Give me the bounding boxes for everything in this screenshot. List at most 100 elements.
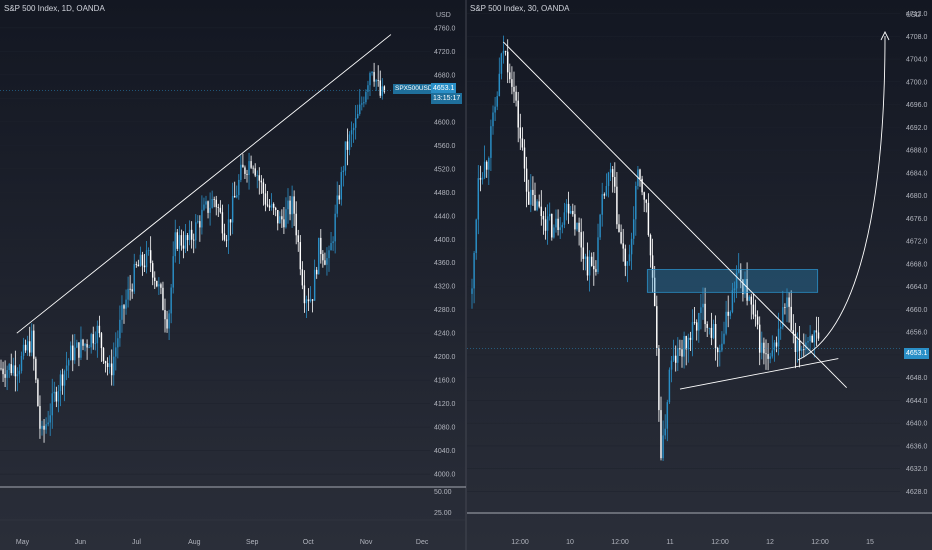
left-candle-body xyxy=(94,343,97,345)
left-candle-body xyxy=(72,345,74,361)
left-candle-body xyxy=(26,341,29,351)
left-candle-body xyxy=(55,391,58,402)
right-candle-body xyxy=(740,268,742,280)
time-axes[interactable]: May Jun Jul Aug Sep Oct Nov Dec 12:00 10 12:00 11 12… xyxy=(16,539,874,546)
left-candle-body xyxy=(318,237,320,275)
left-candle-body xyxy=(2,368,4,375)
left-candle-body xyxy=(211,199,213,208)
left-candle-body xyxy=(139,254,142,267)
left-candle-body xyxy=(227,219,230,241)
left-candle-body xyxy=(262,182,265,194)
left-price-tick-label: 4400.0 xyxy=(434,237,456,244)
right-time-tick-label: 15 xyxy=(866,539,874,546)
right-candle-body xyxy=(693,322,696,323)
right-candle-body xyxy=(605,186,608,196)
right-price-tick-label: 4668.0 xyxy=(906,261,928,268)
left-chart-title: S&P 500 Index, 1D, OANDA xyxy=(4,4,105,13)
left-candle-body xyxy=(147,250,150,252)
left-candle-body xyxy=(63,370,66,386)
right-candle-body xyxy=(641,178,643,193)
left-price-axis[interactable]: 4760.04720.04680.04640.04600.04560.04520… xyxy=(0,25,466,521)
drawings[interactable] xyxy=(0,30,900,390)
left-candle-body xyxy=(289,200,291,215)
left-candle-body xyxy=(65,365,68,371)
right-candle-body xyxy=(500,53,503,74)
right-price-tick-label: 4696.0 xyxy=(906,102,928,109)
left-candle-body xyxy=(238,179,240,196)
left-price-tick-label: 4120.0 xyxy=(434,401,456,408)
projection-arrow-head xyxy=(880,30,890,41)
left-time-tick-label: Jun xyxy=(75,539,86,546)
left-candle-body xyxy=(338,195,340,200)
right-candle-body xyxy=(716,348,719,353)
left-time-tick-label: May xyxy=(16,539,30,546)
left-candle-body xyxy=(102,348,105,362)
right-price-tick-label: 4632.0 xyxy=(906,466,928,473)
left-candle-body xyxy=(174,232,176,257)
right-candle-body xyxy=(784,307,786,308)
left-candle-body xyxy=(164,309,166,320)
right-candle-body xyxy=(731,290,734,312)
right-price-axis[interactable]: 4712.0 4708.0 4704.0 4700.0 4696.0 4692.0 4688… xyxy=(467,11,932,514)
right-candle-body xyxy=(683,336,685,357)
left-candle-body xyxy=(133,264,135,292)
left-candle-body xyxy=(256,175,258,177)
left-candle-body xyxy=(346,141,349,150)
left-candle-body xyxy=(28,341,31,353)
left-candle-body xyxy=(287,200,289,210)
left-candle-body xyxy=(149,250,152,264)
right-candle-body xyxy=(754,314,757,317)
right-time-tick-label: 12:00 xyxy=(511,539,529,546)
right-candle-body xyxy=(521,138,524,148)
right-candle-body xyxy=(628,254,631,262)
right-candle-body xyxy=(658,348,660,411)
right-candle-body xyxy=(538,201,540,207)
right-candle-body xyxy=(511,79,513,87)
right-candle-body xyxy=(483,161,486,178)
left-candle-body xyxy=(336,195,338,214)
left-candle-body xyxy=(117,338,119,348)
left-candle-body xyxy=(184,235,187,249)
symbol-tag[interactable]: SPX500USD xyxy=(393,84,435,94)
left-price-tick-label: 4320.0 xyxy=(434,284,456,291)
left-candle-body xyxy=(383,86,386,92)
left-osc-tick-label: 50.00 xyxy=(434,489,452,496)
right-candle-body xyxy=(477,178,480,220)
right-candle-body xyxy=(748,296,750,301)
right-candle-body xyxy=(735,272,738,289)
right-price-tick-label: 4672.0 xyxy=(906,239,928,246)
left-candle-body xyxy=(35,358,37,380)
right-candle-body xyxy=(544,219,547,231)
right-candle-body xyxy=(523,147,526,169)
left-candle-body xyxy=(342,170,345,173)
left-candle-body xyxy=(369,73,371,86)
left-candle-body xyxy=(10,364,12,374)
right-price-tick-label: 4712.0 xyxy=(906,11,928,18)
left-candle-body xyxy=(207,201,209,213)
left-candle-body xyxy=(74,347,76,361)
left-candle-body xyxy=(22,344,25,356)
left-candle-body xyxy=(297,235,299,243)
left-price-grid xyxy=(0,27,430,475)
right-candle-body xyxy=(626,261,629,266)
right-currency: USD xyxy=(906,12,921,19)
right-time-tick-label: 11 xyxy=(666,539,673,546)
right-candle-body xyxy=(616,186,618,225)
left-candle-body xyxy=(225,239,228,241)
left-candle-body xyxy=(203,204,205,210)
right-candle-body xyxy=(733,288,736,291)
left-candle-body xyxy=(223,233,226,240)
right-candle-body xyxy=(666,402,669,429)
left-candle-body xyxy=(379,80,381,96)
left-candle-body xyxy=(231,195,234,223)
right-candle-body xyxy=(630,238,633,255)
right-candle-body xyxy=(624,248,627,266)
right-candle-body xyxy=(817,332,820,339)
left-candle-body xyxy=(110,363,113,376)
left-candle-body xyxy=(377,80,379,81)
left-candle-body xyxy=(354,118,357,128)
left-candles[interactable] xyxy=(0,62,386,443)
left-candle-body xyxy=(268,205,271,208)
